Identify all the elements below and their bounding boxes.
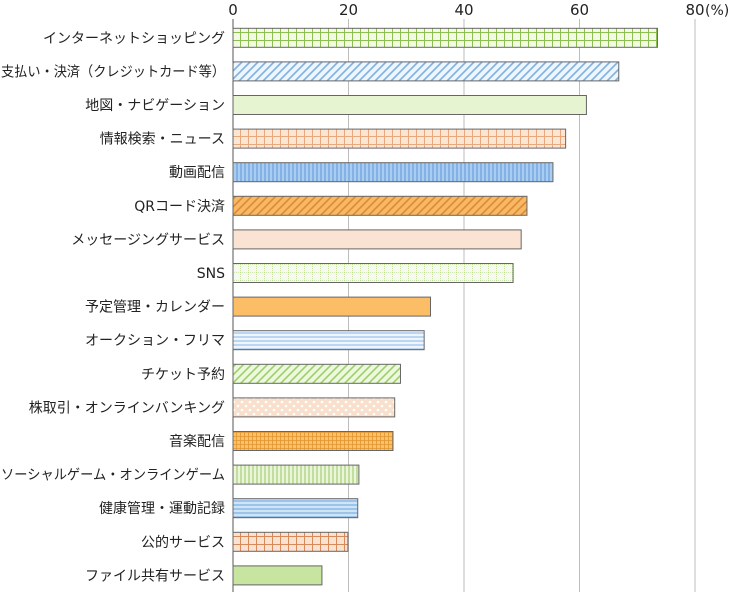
bar [232, 263, 514, 283]
category-label: 情報検索・ニュース [100, 131, 225, 148]
bar [232, 363, 401, 384]
tick-label: 0 [228, 1, 238, 19]
category-label: SNS [197, 266, 225, 282]
tick-label: 40 [454, 1, 473, 19]
unit-label: (%) [705, 3, 729, 19]
bar [232, 431, 394, 451]
category-label: チケット予約 [141, 367, 225, 383]
tick-label: 80 [685, 1, 704, 19]
bar [232, 162, 554, 183]
tick-label: 20 [339, 1, 358, 19]
bar [232, 61, 620, 82]
bar [232, 95, 587, 115]
value-axis: 0 20 40 60 80 (%) [228, 1, 729, 19]
category-label: オークション・フリマ [85, 333, 225, 349]
category-label: ソーシャルゲーム・オンラインゲーム [1, 468, 225, 484]
bar [232, 195, 528, 216]
bar [232, 330, 425, 351]
bar [232, 531, 349, 552]
category-label: 株取引・オンラインバンキング [29, 400, 225, 416]
bars [232, 27, 658, 586]
category-label: 支払い・決済（クレジットカード等） [1, 63, 225, 80]
bar [232, 296, 432, 317]
bar [232, 565, 323, 586]
bar [232, 27, 658, 48]
category-label: 音楽配信 [169, 433, 225, 450]
category-label: 健康管理・運動記録 [99, 500, 225, 517]
category-label: QRコード決済 [134, 199, 225, 215]
bar [232, 464, 360, 485]
bar [232, 397, 396, 418]
bar [232, 498, 359, 519]
bar [232, 229, 522, 250]
tick-label: 60 [570, 1, 589, 19]
category-label: インターネットショッピング [43, 31, 225, 47]
category-label: 地図・ナビゲーション [85, 98, 225, 114]
category-label: 予定管理・カレンダー [85, 300, 225, 316]
category-label: メッセージングサービス [71, 232, 225, 248]
bar [232, 128, 567, 149]
category-label: ファイル共有サービス [85, 568, 225, 584]
category-label: 公的サービス [141, 535, 225, 551]
category-label: 動画配信 [169, 165, 225, 181]
